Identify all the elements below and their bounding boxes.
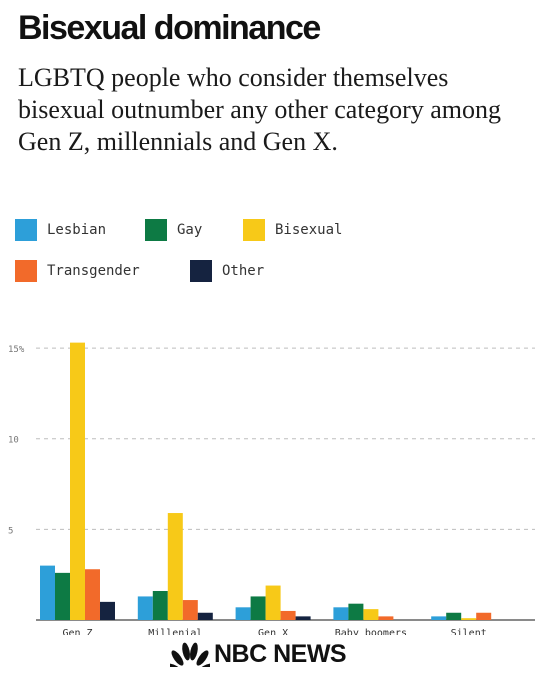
- legend-item-other: Other: [190, 260, 264, 282]
- legend-label-bisexual: Bisexual: [275, 222, 343, 238]
- bar-bisexual-2: [265, 585, 281, 620]
- x-tick-label: Silent: [451, 628, 487, 635]
- legend-label-lesbian: Lesbian: [47, 222, 107, 238]
- legend-item-bisexual: Bisexual: [243, 219, 342, 241]
- legend-swatch-gay: [145, 219, 167, 241]
- bar-bisexual-1: [167, 513, 183, 620]
- legend-swatch-other: [190, 260, 212, 282]
- x-tick-label: Gen X: [258, 628, 288, 635]
- legend-label-transgender: Transgender: [47, 263, 140, 279]
- bar-gay-3: [348, 603, 364, 620]
- bar-bisexual-0: [70, 342, 85, 620]
- bar-chart: 5 10 15% Gen Z Millenial Gen X Baby boomers Sil…: [8, 342, 535, 635]
- legend-item-transgender: Transgender: [15, 260, 140, 282]
- y-tick-label: 10: [8, 436, 19, 446]
- bar-other-0: [100, 601, 115, 620]
- legend-swatch-transgender: [15, 260, 37, 282]
- chart-subtitle: LGBTQ people who consider themselves bis…: [18, 63, 502, 156]
- bar-bisexual-3: [363, 609, 379, 620]
- y-tick-label: 15%: [8, 345, 25, 355]
- legend-item-gay: Gay: [145, 219, 202, 241]
- legend-label-gay: Gay: [177, 222, 203, 238]
- x-tick-label: Millenial: [148, 628, 202, 635]
- bar-transgender-0: [85, 569, 100, 620]
- legend-item-lesbian: Lesbian: [15, 219, 106, 241]
- bar-bisexual-4: [461, 618, 477, 620]
- bar-transgender-3: [378, 616, 394, 620]
- legend-label-other: Other: [222, 263, 265, 279]
- bar-gay-1: [152, 590, 168, 620]
- legend-swatch-bisexual: [243, 219, 265, 241]
- bar-lesbian-3: [333, 607, 349, 620]
- bar-gay-4: [446, 612, 462, 620]
- bar-gay-0: [55, 572, 70, 620]
- bar-other-1: [197, 612, 213, 620]
- logo-text: NBC NEWS: [214, 639, 347, 668]
- chart-title: Bisexual dominance: [18, 9, 321, 47]
- bar-transgender-2: [280, 610, 296, 620]
- bar-lesbian-1: [137, 596, 153, 620]
- nbc-news-logo: NBC NEWS: [170, 636, 347, 672]
- bar-lesbian-0: [40, 565, 55, 620]
- bar-transgender-1: [182, 600, 198, 620]
- legend: Lesbian Gay Bisexual Transgender Other: [15, 216, 525, 286]
- bar-lesbian-2: [235, 607, 251, 620]
- bar-other-2: [295, 616, 311, 620]
- x-tick-label: Baby boomers: [335, 628, 407, 635]
- peacock-icon: [170, 642, 210, 667]
- bar-transgender-4: [476, 612, 492, 620]
- bar-lesbian-4: [431, 616, 447, 620]
- x-tick-label: Gen Z: [62, 628, 92, 635]
- y-tick-label: 5: [8, 526, 13, 536]
- legend-swatch-lesbian: [15, 219, 37, 241]
- bar-gay-2: [250, 596, 266, 620]
